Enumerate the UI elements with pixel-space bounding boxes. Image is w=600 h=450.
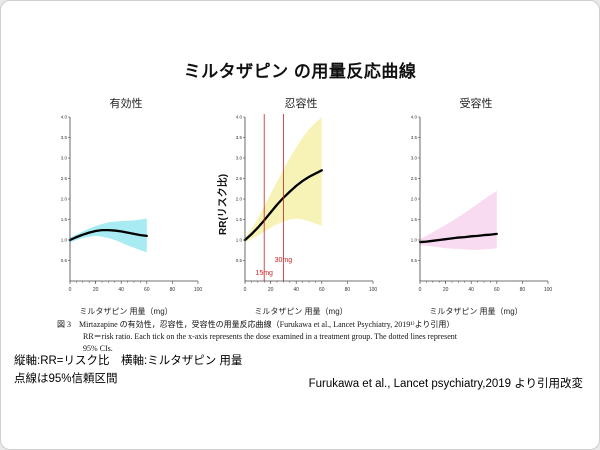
dose-response-plot-tolerability: 0.5 1.0 1.5 2.0 2.5 3.0 3.5 4.0 0 20 40 60 80 100 15mg… [236,114,378,293]
ci-note: 点線は95%信頼区間 [14,372,118,385]
svg-text:3.0: 3.0 [411,156,418,161]
svg-text:3.5: 3.5 [236,135,243,140]
svg-text:20: 20 [93,287,99,293]
svg-text:1.0: 1.0 [236,238,243,243]
svg-text:0.5: 0.5 [61,258,68,263]
y-axis-label: RR(リスク比) [218,173,229,235]
svg-text:0: 0 [69,287,72,293]
svg-text:1.5: 1.5 [411,217,418,222]
x-axis-label: ミルタザピン 用量（mg） [79,307,173,316]
svg-text:40: 40 [293,287,299,293]
svg-text:100: 100 [369,287,378,293]
slide-title: ミルタザピン の用量反応曲線 [183,62,417,81]
svg-text:2.5: 2.5 [411,176,418,181]
panel-title-tolerability: 忍容性 [284,98,318,110]
svg-text:3.5: 3.5 [61,135,68,140]
svg-text:2.0: 2.0 [236,197,243,202]
svg-text:0: 0 [244,287,247,293]
figure-caption-line2: RR＝risk ratio. Each tick on the x-axis r… [83,332,457,341]
svg-text:80: 80 [345,287,351,293]
figure-caption-line3: 95% CIs. [83,344,113,353]
axis-note: 縦軸:RR=リスク比 横軸:ミルタザピン 用量 [14,355,243,367]
svg-text:80: 80 [170,287,176,293]
x-axis-label: ミルタザピン 用量（mg） [429,307,523,316]
svg-text:80: 80 [520,287,526,293]
svg-text:40: 40 [118,287,124,293]
figure-caption: 図 3 Mirtazapine の有効性，忍容性，受容性の用量反応曲線（Furu… [57,319,557,355]
svg-text:0: 0 [419,287,422,293]
source-citation: Furukawa et al., Lancet psychiatry,2019 … [308,378,583,390]
svg-text:20: 20 [268,287,274,293]
chart-panel-tolerability: RR(リスク比) 忍容性 0.5 1.0 1.5 2.0 2.5 3.0 3.5 4.0 0 20… [218,95,381,317]
svg-text:100: 100 [194,287,203,293]
svg-text:30mg: 30mg [275,257,293,264]
panel-title-acceptability: 受容性 [459,98,493,110]
svg-text:2.5: 2.5 [236,176,243,181]
svg-text:60: 60 [144,287,150,293]
svg-text:60: 60 [494,287,500,293]
svg-text:3.0: 3.0 [236,156,243,161]
svg-text:100: 100 [544,287,553,293]
dose-response-plot-acceptability: 0.5 1.0 1.5 2.0 2.5 3.0 3.5 4.0 0 20 40 60 80 100 [411,115,553,293]
axis-notes: 縦軸:RR=リスク比 横軸:ミルタザピン 用量 点線は95%信頼区間 [14,353,242,389]
chart-panel-acceptability: 受容性 0.5 1.0 1.5 2.0 2.5 3.0 3.5 4.0 0 20 40 60 80 100… [396,95,556,317]
svg-text:4.0: 4.0 [411,115,418,120]
svg-text:1.0: 1.0 [411,238,418,243]
figure-caption-line1: 図 3 Mirtazapine の有効性，忍容性，受容性の用量反応曲線（Furu… [57,320,455,329]
svg-text:1.0: 1.0 [61,238,68,243]
panel-title-efficacy: 有効性 [109,98,143,110]
svg-text:0.5: 0.5 [236,258,243,263]
charts-row: 有効性 0.5 1.0 1.5 2.0 2.5 3.0 3.5 4.0 0 20 40 60 80 100… [46,95,556,317]
svg-text:0.5: 0.5 [411,258,418,263]
svg-text:60: 60 [319,287,325,293]
svg-text:2.0: 2.0 [61,197,68,202]
x-axis-label: ミルタザピン 用量（mg） [254,307,348,316]
svg-text:40: 40 [468,287,474,293]
svg-text:1.5: 1.5 [236,217,243,222]
svg-text:2.0: 2.0 [411,197,418,202]
svg-text:3.0: 3.0 [61,156,68,161]
svg-text:3.5: 3.5 [411,135,418,140]
svg-text:2.5: 2.5 [61,176,68,181]
svg-text:15mg: 15mg [255,270,273,277]
svg-text:1.5: 1.5 [61,217,68,222]
svg-text:4.0: 4.0 [61,115,68,120]
svg-text:20: 20 [443,287,449,293]
dose-response-plot-efficacy: 0.5 1.0 1.5 2.0 2.5 3.0 3.5 4.0 0 20 40 60 80 100 [61,115,203,293]
chart-panel-efficacy: 有効性 0.5 1.0 1.5 2.0 2.5 3.0 3.5 4.0 0 20 40 60 80 100… [46,95,206,317]
svg-text:4.0: 4.0 [236,115,243,120]
